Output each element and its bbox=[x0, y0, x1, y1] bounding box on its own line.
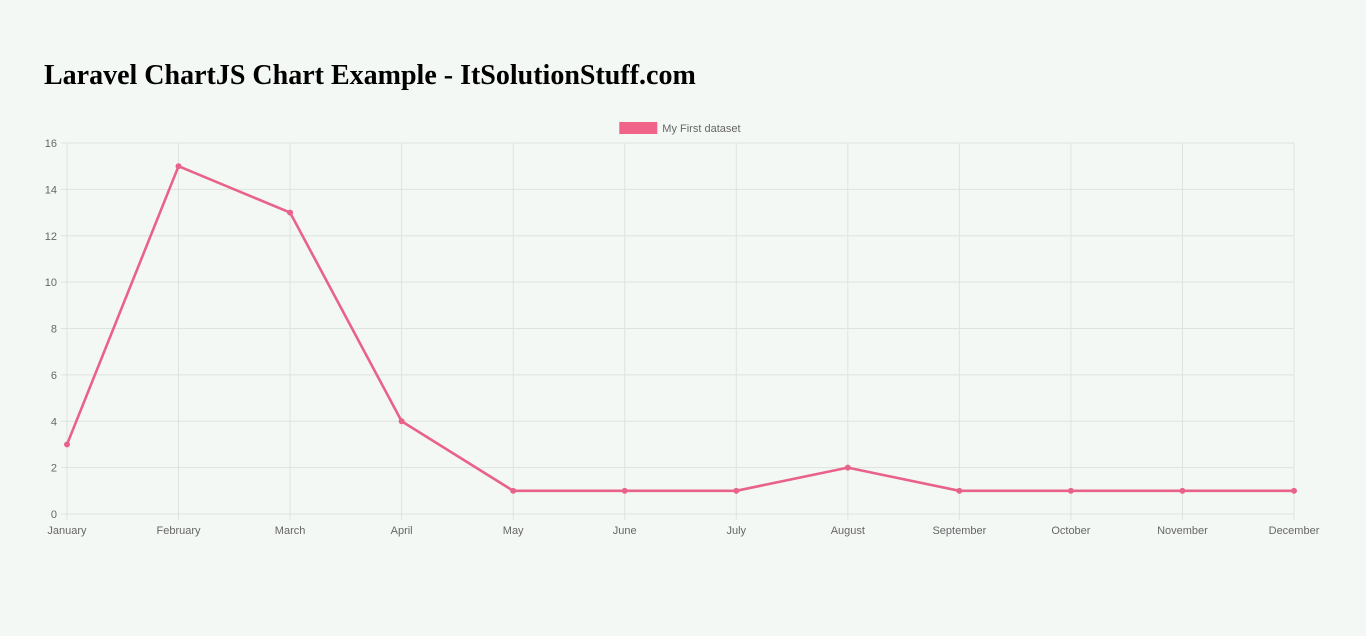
tick-labels: 0 2 4 6 8 10 12 14 16 January February March April Ma… bbox=[45, 138, 1320, 537]
data-point[interactable] bbox=[1067, 487, 1074, 494]
data-point[interactable] bbox=[1179, 487, 1186, 494]
legend-label[interactable]: My First dataset bbox=[662, 123, 740, 135]
x-tick-label: May bbox=[503, 525, 524, 537]
data-point[interactable] bbox=[287, 209, 294, 216]
x-tick-label: October bbox=[1051, 525, 1090, 537]
y-tick-label: 8 bbox=[51, 324, 57, 336]
data-point[interactable] bbox=[844, 464, 851, 471]
y-tick-label: 6 bbox=[51, 370, 57, 382]
data-point[interactable] bbox=[733, 487, 740, 494]
x-tick-label: February bbox=[157, 525, 202, 537]
x-tick-label: April bbox=[391, 525, 413, 537]
data-point[interactable] bbox=[621, 487, 628, 494]
y-tick-label: 14 bbox=[45, 184, 57, 196]
x-tick-label: September bbox=[932, 525, 986, 537]
y-tick-label: 4 bbox=[51, 416, 57, 428]
y-tick-label: 10 bbox=[45, 277, 57, 289]
data-point[interactable] bbox=[64, 441, 70, 448]
data-point[interactable] bbox=[175, 163, 182, 170]
data-point[interactable] bbox=[510, 487, 517, 494]
data-point[interactable] bbox=[956, 487, 963, 494]
legend[interactable]: My First dataset bbox=[619, 122, 741, 135]
x-tick-label: March bbox=[275, 525, 306, 537]
x-tick-label: December bbox=[1269, 525, 1320, 537]
grid-layer bbox=[61, 142, 1295, 520]
x-tick-label: June bbox=[613, 525, 637, 537]
data-point[interactable] bbox=[398, 418, 405, 425]
y-tick-label: 16 bbox=[45, 138, 57, 150]
y-tick-label: 2 bbox=[51, 463, 57, 475]
x-tick-label: August bbox=[831, 525, 865, 537]
x-tick-label: January bbox=[47, 525, 87, 537]
legend-swatch[interactable] bbox=[619, 122, 658, 134]
y-tick-label: 0 bbox=[51, 509, 57, 521]
x-tick-label: November bbox=[1157, 525, 1208, 537]
x-tick-label: July bbox=[726, 525, 746, 537]
series-layer bbox=[64, 163, 1297, 494]
y-tick-label: 12 bbox=[45, 231, 57, 243]
series-line bbox=[65, 164, 1294, 493]
data-point[interactable] bbox=[1291, 487, 1297, 494]
page-title: Laravel ChartJS Chart Example - ItSoluti… bbox=[44, 60, 696, 91]
